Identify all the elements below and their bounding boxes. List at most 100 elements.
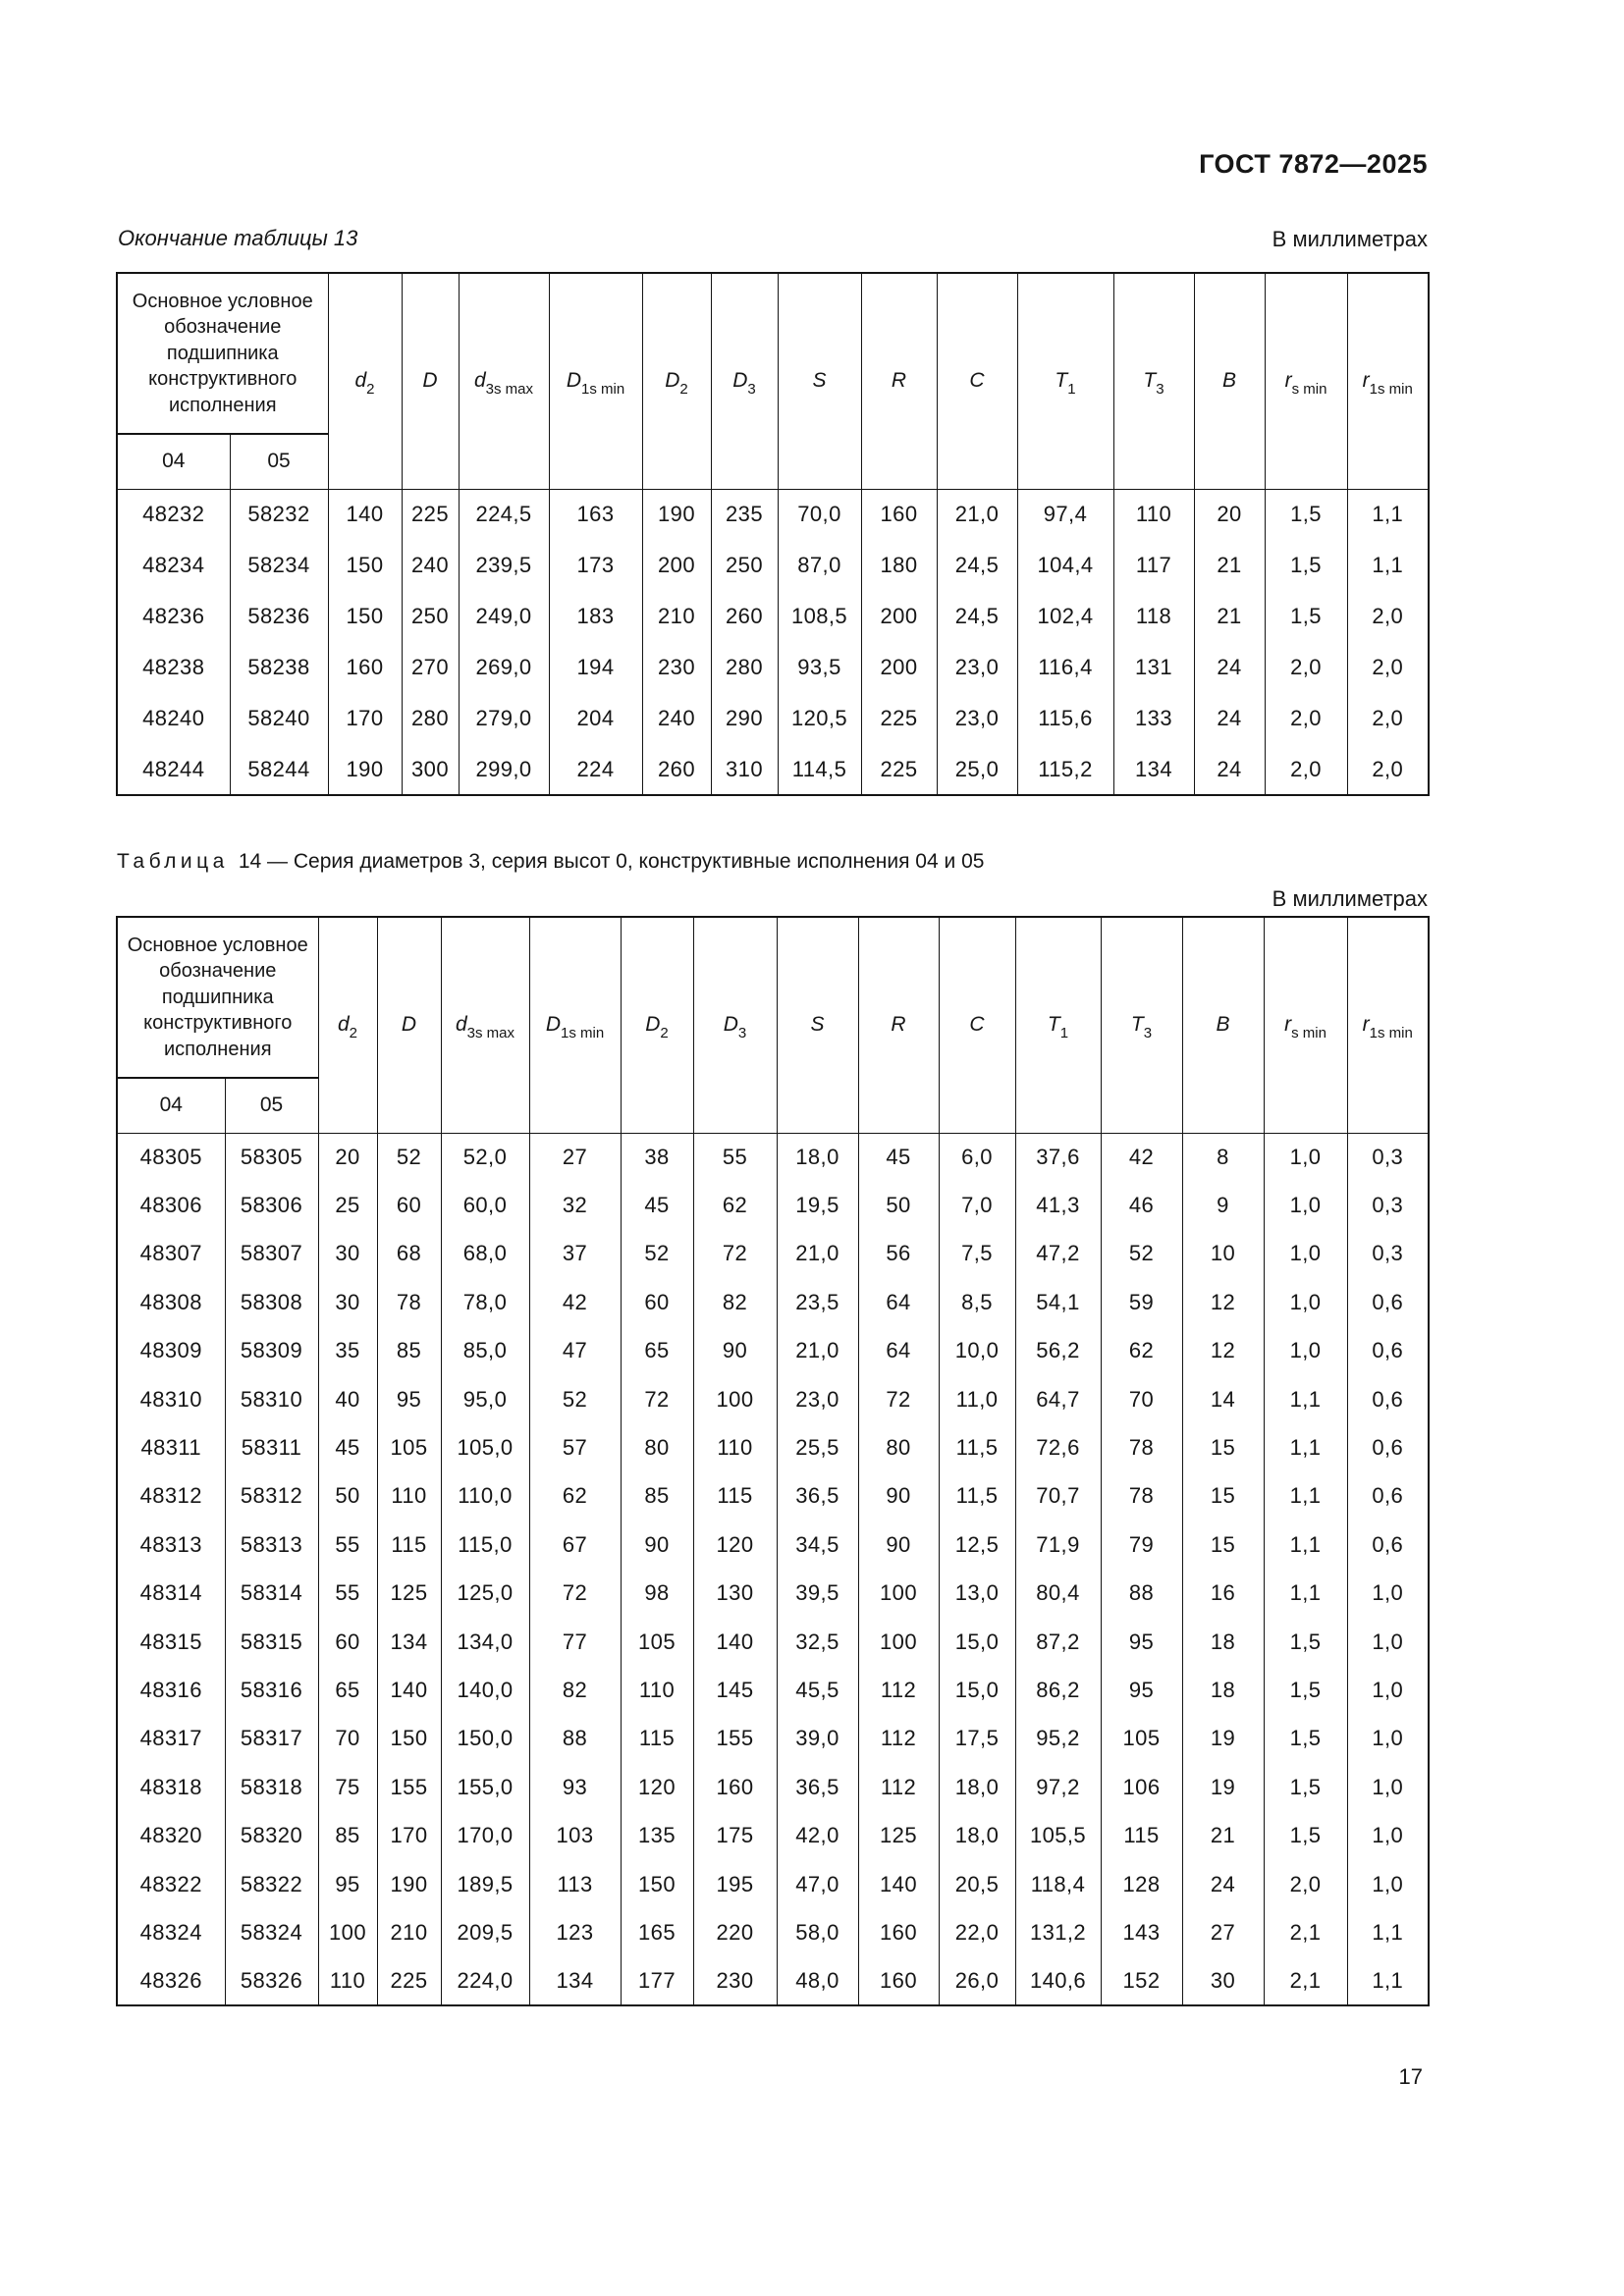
table-cell: 150,0 — [440, 1714, 530, 1764]
table-cell: 19,5 — [776, 1181, 859, 1230]
table-cell: 150 — [327, 591, 403, 642]
table-cell: 2,0 — [1346, 744, 1430, 795]
table-cell: 34,5 — [776, 1521, 859, 1570]
table-cell: 75 — [317, 1763, 378, 1812]
table-cell: 0,6 — [1346, 1471, 1430, 1522]
table-cell: 62 — [692, 1181, 778, 1230]
table-cell: 24,5 — [936, 591, 1018, 642]
table-cell: 160 — [692, 1763, 778, 1812]
table-cell: 112 — [857, 1763, 940, 1812]
table-cell: 15,0 — [938, 1666, 1016, 1715]
table-cell: 37 — [528, 1229, 622, 1279]
table-cell: 8,5 — [938, 1278, 1016, 1327]
table-cell: 85 — [317, 1811, 378, 1860]
table-cell: 230 — [692, 1956, 778, 2006]
table-cell: 59 — [1100, 1278, 1183, 1327]
table-cell: 1,0 — [1346, 1569, 1430, 1618]
table-cell: 0,3 — [1346, 1229, 1430, 1279]
table-cell: 90 — [692, 1326, 778, 1375]
table-cell: 15,0 — [938, 1617, 1016, 1667]
table-cell: 62 — [1100, 1326, 1183, 1375]
table-cell: 200 — [860, 642, 938, 693]
table-row: 48236 58236 150 250 249,0 183 210 260 108,5 200 24… — [116, 591, 1430, 642]
table-cell: 38 — [620, 1133, 694, 1182]
table-cell: 152 — [1100, 1956, 1183, 2006]
table-cell: 48316 — [116, 1666, 226, 1715]
table-cell: 48308 — [116, 1278, 226, 1327]
table-cell: 160 — [860, 489, 938, 540]
table-cell: 1,0 — [1346, 1859, 1430, 1909]
table-row: 48324 58324 100 210 209,5 123 165 220 58,0 160 22,… — [116, 1908, 1430, 1957]
table-13: Основное условное обозначение подшипника… — [116, 272, 1430, 796]
table-cell: 280 — [710, 642, 779, 693]
table-cell: 173 — [548, 540, 643, 591]
column-header-d2: d2 — [327, 273, 403, 490]
table-cell: 225 — [860, 744, 938, 795]
table-cell: 23,0 — [936, 642, 1018, 693]
table-cell: 0,6 — [1346, 1423, 1430, 1472]
table-cell: 1,5 — [1263, 1763, 1348, 1812]
column-header-D1s-min: D1s min — [548, 273, 643, 490]
column-header-T3: T3 — [1112, 273, 1195, 490]
table-cell: 80,4 — [1014, 1569, 1102, 1618]
table-cell: 160 — [857, 1908, 940, 1957]
table-cell: 71,9 — [1014, 1521, 1102, 1570]
column-header-D3: D3 — [692, 917, 778, 1134]
table-cell: 189,5 — [440, 1859, 530, 1909]
table-cell: 45 — [620, 1181, 694, 1230]
table-14-body: 48305 58305 20 52 52,0 27 38 55 18,0 45 6,0 37,6 42 8… — [116, 1133, 1430, 2006]
table-cell: 114,5 — [777, 744, 862, 795]
column-header-T3: T3 — [1100, 917, 1183, 1134]
table-cell: 58314 — [224, 1569, 319, 1618]
table-cell: 0,6 — [1346, 1374, 1430, 1424]
table14-caption-text: 14 — Серия диаметров 3, серия высот 0, к… — [238, 850, 985, 873]
table-cell: 115 — [692, 1471, 778, 1522]
table-cell: 20 — [317, 1133, 378, 1182]
table-cell: 77 — [528, 1617, 622, 1667]
table-cell: 56 — [857, 1229, 940, 1279]
table-cell: 82 — [528, 1666, 622, 1715]
table-cell: 18,0 — [776, 1133, 859, 1182]
table-cell: 2,0 — [1264, 693, 1348, 744]
table-cell: 125 — [857, 1811, 940, 1860]
table-cell: 105 — [620, 1617, 694, 1667]
table-cell: 115 — [1100, 1811, 1183, 1860]
table-cell: 140 — [327, 489, 403, 540]
table-cell: 14 — [1181, 1374, 1265, 1424]
table-cell: 133 — [1112, 693, 1195, 744]
table-cell: 78 — [376, 1278, 442, 1327]
table-cell: 58312 — [224, 1471, 319, 1522]
table-cell: 27 — [1181, 1908, 1265, 1957]
table-cell: 20,5 — [938, 1859, 1016, 1909]
table-cell: 1,5 — [1263, 1811, 1348, 1860]
table-row: 48311 58311 45 105 105,0 57 80 110 25,5 80 11,5 72,… — [116, 1423, 1430, 1472]
table-cell: 8 — [1181, 1133, 1265, 1182]
table-cell: 93,5 — [777, 642, 862, 693]
table-cell: 112 — [857, 1714, 940, 1764]
table-cell: 22,0 — [938, 1908, 1016, 1957]
table-cell: 190 — [376, 1859, 442, 1909]
table-cell: 18 — [1181, 1617, 1265, 1667]
table-cell: 165 — [620, 1908, 694, 1957]
table-cell: 78 — [1100, 1423, 1183, 1472]
table-cell: 97,4 — [1016, 489, 1114, 540]
table-cell: 48234 — [116, 540, 231, 591]
table-cell: 194 — [548, 642, 643, 693]
table-cell: 85 — [376, 1326, 442, 1375]
table-cell: 9 — [1181, 1181, 1265, 1230]
table-cell: 82 — [692, 1278, 778, 1327]
table-cell: 95 — [1100, 1617, 1183, 1667]
table-cell: 1,1 — [1263, 1471, 1348, 1522]
table-cell: 18,0 — [938, 1763, 1016, 1812]
table-cell: 95 — [376, 1374, 442, 1424]
table-cell: 72,6 — [1014, 1423, 1102, 1472]
table-cell: 79 — [1100, 1521, 1183, 1570]
table-cell: 120 — [620, 1763, 694, 1812]
table-cell: 13,0 — [938, 1569, 1016, 1618]
table-row: 48314 58314 55 125 125,0 72 98 130 39,5 100 13,0 80… — [116, 1569, 1430, 1618]
table-row: 48306 58306 25 60 60,0 32 45 62 19,5 50 7,0 41,3 46 9… — [116, 1181, 1430, 1230]
table-cell: 2,0 — [1264, 642, 1348, 693]
table-cell: 163 — [548, 489, 643, 540]
table-cell: 46 — [1100, 1181, 1183, 1230]
table-cell: 55 — [317, 1569, 378, 1618]
